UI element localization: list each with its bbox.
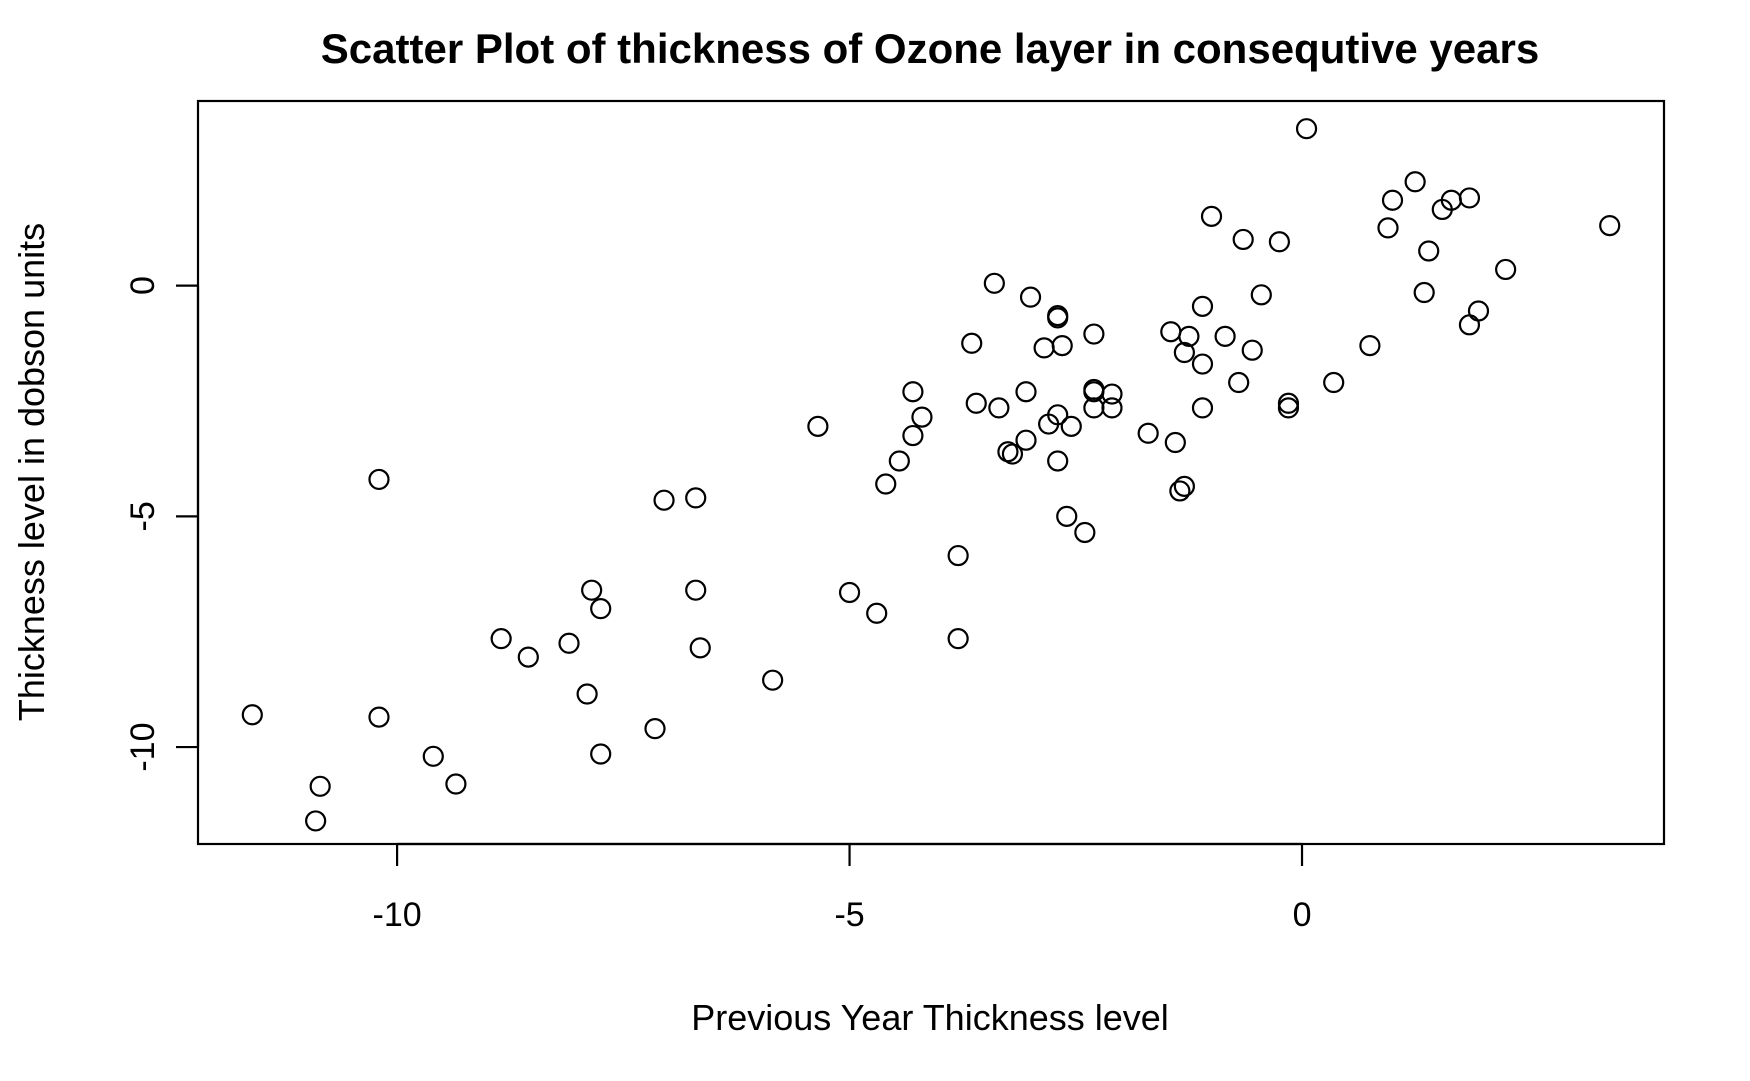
data-point xyxy=(685,579,707,601)
x-tick-label: -5 xyxy=(834,896,864,934)
data-point xyxy=(1599,215,1621,237)
data-point xyxy=(1467,300,1490,322)
data-points xyxy=(241,118,1621,832)
data-point xyxy=(1323,371,1345,394)
data-point xyxy=(309,775,331,797)
data-point xyxy=(911,406,933,428)
data-point xyxy=(1051,334,1073,357)
data-point xyxy=(762,669,784,691)
y-tick-label: -10 xyxy=(124,723,162,772)
data-point xyxy=(1164,431,1186,454)
plot-area-frame xyxy=(196,99,1666,846)
data-point xyxy=(1060,415,1082,437)
data-point xyxy=(445,773,467,795)
data-point xyxy=(1160,321,1182,343)
data-point xyxy=(581,579,603,601)
data-point xyxy=(1250,284,1272,306)
data-point xyxy=(1191,353,1214,375)
data-point xyxy=(838,581,861,604)
data-point xyxy=(1173,341,1195,364)
data-point xyxy=(1495,258,1517,281)
data-point xyxy=(902,424,924,447)
data-point xyxy=(965,392,987,414)
data-point xyxy=(653,489,675,511)
data-point xyxy=(1015,381,1037,403)
data-point xyxy=(368,706,390,728)
data-point xyxy=(590,598,612,620)
data-point xyxy=(576,683,598,705)
data-point xyxy=(947,544,969,567)
data-point xyxy=(1277,397,1300,419)
data-point xyxy=(1033,337,1055,359)
data-point xyxy=(807,415,829,437)
data-point xyxy=(368,468,390,491)
data-point xyxy=(1137,422,1159,444)
data-point xyxy=(1074,521,1096,544)
data-point xyxy=(490,628,512,650)
y-axis: 0 -5 -10 xyxy=(124,276,200,772)
data-point xyxy=(685,487,707,509)
data-point xyxy=(1268,231,1291,253)
data-point xyxy=(558,632,580,654)
data-point xyxy=(947,628,969,650)
data-point xyxy=(1169,480,1191,502)
data-point xyxy=(875,473,897,495)
y-axis-label: Thickness level in dobson units xyxy=(11,223,52,721)
data-point xyxy=(1241,339,1263,361)
data-point xyxy=(1404,171,1426,193)
data-point xyxy=(1019,286,1042,308)
data-point xyxy=(305,810,327,832)
data-point xyxy=(1178,325,1200,347)
data-point xyxy=(1228,371,1250,394)
data-point xyxy=(644,718,666,740)
data-point xyxy=(1015,429,1037,451)
data-point xyxy=(1458,314,1481,336)
chart-title: Scatter Plot of thickness of Ozone layer… xyxy=(321,25,1539,72)
data-point xyxy=(1200,205,1223,227)
y-tick-label: -5 xyxy=(124,501,162,531)
x-tick-label: -10 xyxy=(373,896,422,934)
data-point xyxy=(1083,323,1105,345)
data-point xyxy=(1214,325,1236,347)
data-point xyxy=(1458,187,1481,209)
data-point xyxy=(517,646,539,668)
data-point xyxy=(1191,295,1214,317)
data-point xyxy=(1232,228,1254,251)
data-point xyxy=(1413,281,1435,304)
data-point xyxy=(961,332,983,354)
data-point xyxy=(422,745,444,767)
data-point xyxy=(1418,240,1440,262)
data-point xyxy=(1173,475,1195,497)
data-point xyxy=(866,602,888,624)
data-point xyxy=(1277,392,1300,414)
x-tick-label: 0 xyxy=(1293,896,1312,934)
data-point xyxy=(1101,383,1123,405)
data-point xyxy=(888,450,910,472)
data-point xyxy=(1047,450,1069,472)
data-point xyxy=(689,637,711,659)
data-point xyxy=(1191,397,1214,419)
data-point xyxy=(1295,118,1318,140)
data-point xyxy=(1381,189,1404,211)
data-point xyxy=(1047,404,1069,426)
data-point xyxy=(988,397,1010,419)
data-point xyxy=(1047,307,1069,329)
x-axis: -10 -5 0 xyxy=(373,842,1312,934)
data-point xyxy=(1101,397,1123,419)
data-point xyxy=(1001,443,1024,465)
data-point xyxy=(1377,217,1399,239)
data-point xyxy=(241,704,263,726)
data-point xyxy=(1056,505,1078,527)
y-tick-label: 0 xyxy=(124,276,162,295)
data-point xyxy=(983,272,1005,294)
x-axis-label: Previous Year Thickness level xyxy=(691,997,1169,1038)
data-point xyxy=(590,743,612,765)
data-point xyxy=(902,381,924,403)
data-point xyxy=(1359,334,1381,357)
